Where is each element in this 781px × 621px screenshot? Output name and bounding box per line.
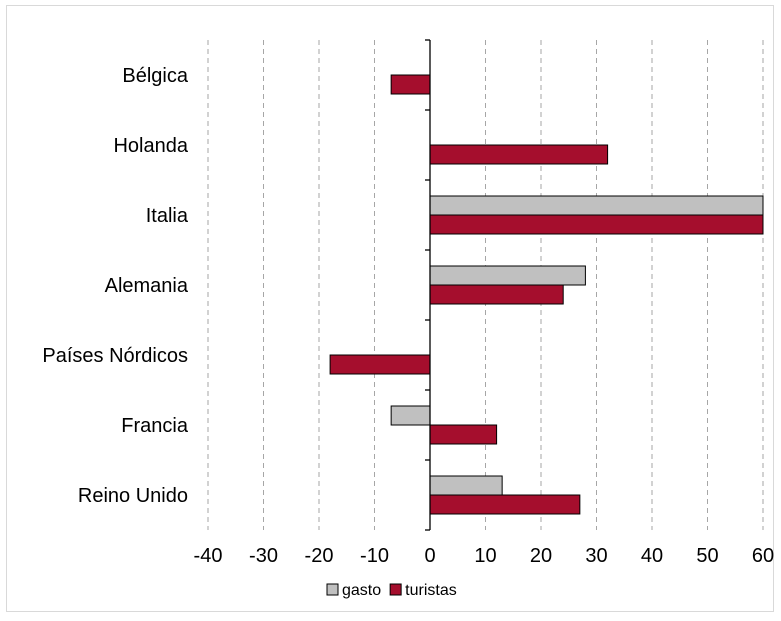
bar-turistas bbox=[329, 354, 431, 375]
bar-gasto bbox=[390, 405, 431, 426]
category-label: Italia bbox=[146, 205, 189, 227]
category-label: Alemania bbox=[105, 275, 189, 297]
legend: gasto turistas bbox=[326, 582, 457, 599]
x-tick-label: -30 bbox=[249, 545, 278, 567]
bar-turistas bbox=[429, 144, 609, 165]
bar-gasto bbox=[429, 475, 503, 496]
x-tick-label: 60 bbox=[752, 545, 774, 567]
bar-gasto bbox=[429, 265, 586, 286]
bar-turistas bbox=[429, 284, 564, 305]
bar-turistas bbox=[390, 74, 431, 95]
x-tick-label: -40 bbox=[194, 545, 223, 567]
bar-turistas bbox=[429, 214, 764, 235]
category-labels: Bélgica Holanda Italia Alemania Países Nórdi… bbox=[42, 65, 188, 507]
grid-lines bbox=[207, 40, 764, 530]
bar-gasto bbox=[429, 195, 764, 216]
bar-turistas bbox=[429, 424, 498, 445]
category-label: Países Nórdicos bbox=[42, 345, 188, 367]
legend-label-turistas: turistas bbox=[405, 582, 457, 599]
bars bbox=[329, 74, 764, 515]
legend-swatch-turistas bbox=[389, 583, 402, 596]
x-tick-label: 40 bbox=[641, 545, 663, 567]
legend-label-gasto: gasto bbox=[342, 582, 381, 599]
x-tick-label: 0 bbox=[424, 545, 435, 567]
bar-turistas bbox=[429, 494, 581, 515]
x-tick-labels: -40 -30 -20 -10 0 10 20 30 40 50 60 bbox=[194, 545, 775, 567]
category-label: Holanda bbox=[113, 135, 188, 157]
x-tick-label: 20 bbox=[530, 545, 552, 567]
x-tick-label: 30 bbox=[585, 545, 607, 567]
category-label: Reino Unido bbox=[78, 485, 188, 507]
x-tick-label: 10 bbox=[474, 545, 496, 567]
category-label: Bélgica bbox=[122, 65, 188, 87]
chart-frame bbox=[6, 5, 774, 612]
legend-swatch-gasto bbox=[326, 583, 339, 596]
x-tick-label: -10 bbox=[360, 545, 389, 567]
y-axis bbox=[425, 39, 431, 531]
category-label: Francia bbox=[121, 415, 189, 437]
x-tick-label: 50 bbox=[696, 545, 718, 567]
x-tick-label: -20 bbox=[305, 545, 334, 567]
